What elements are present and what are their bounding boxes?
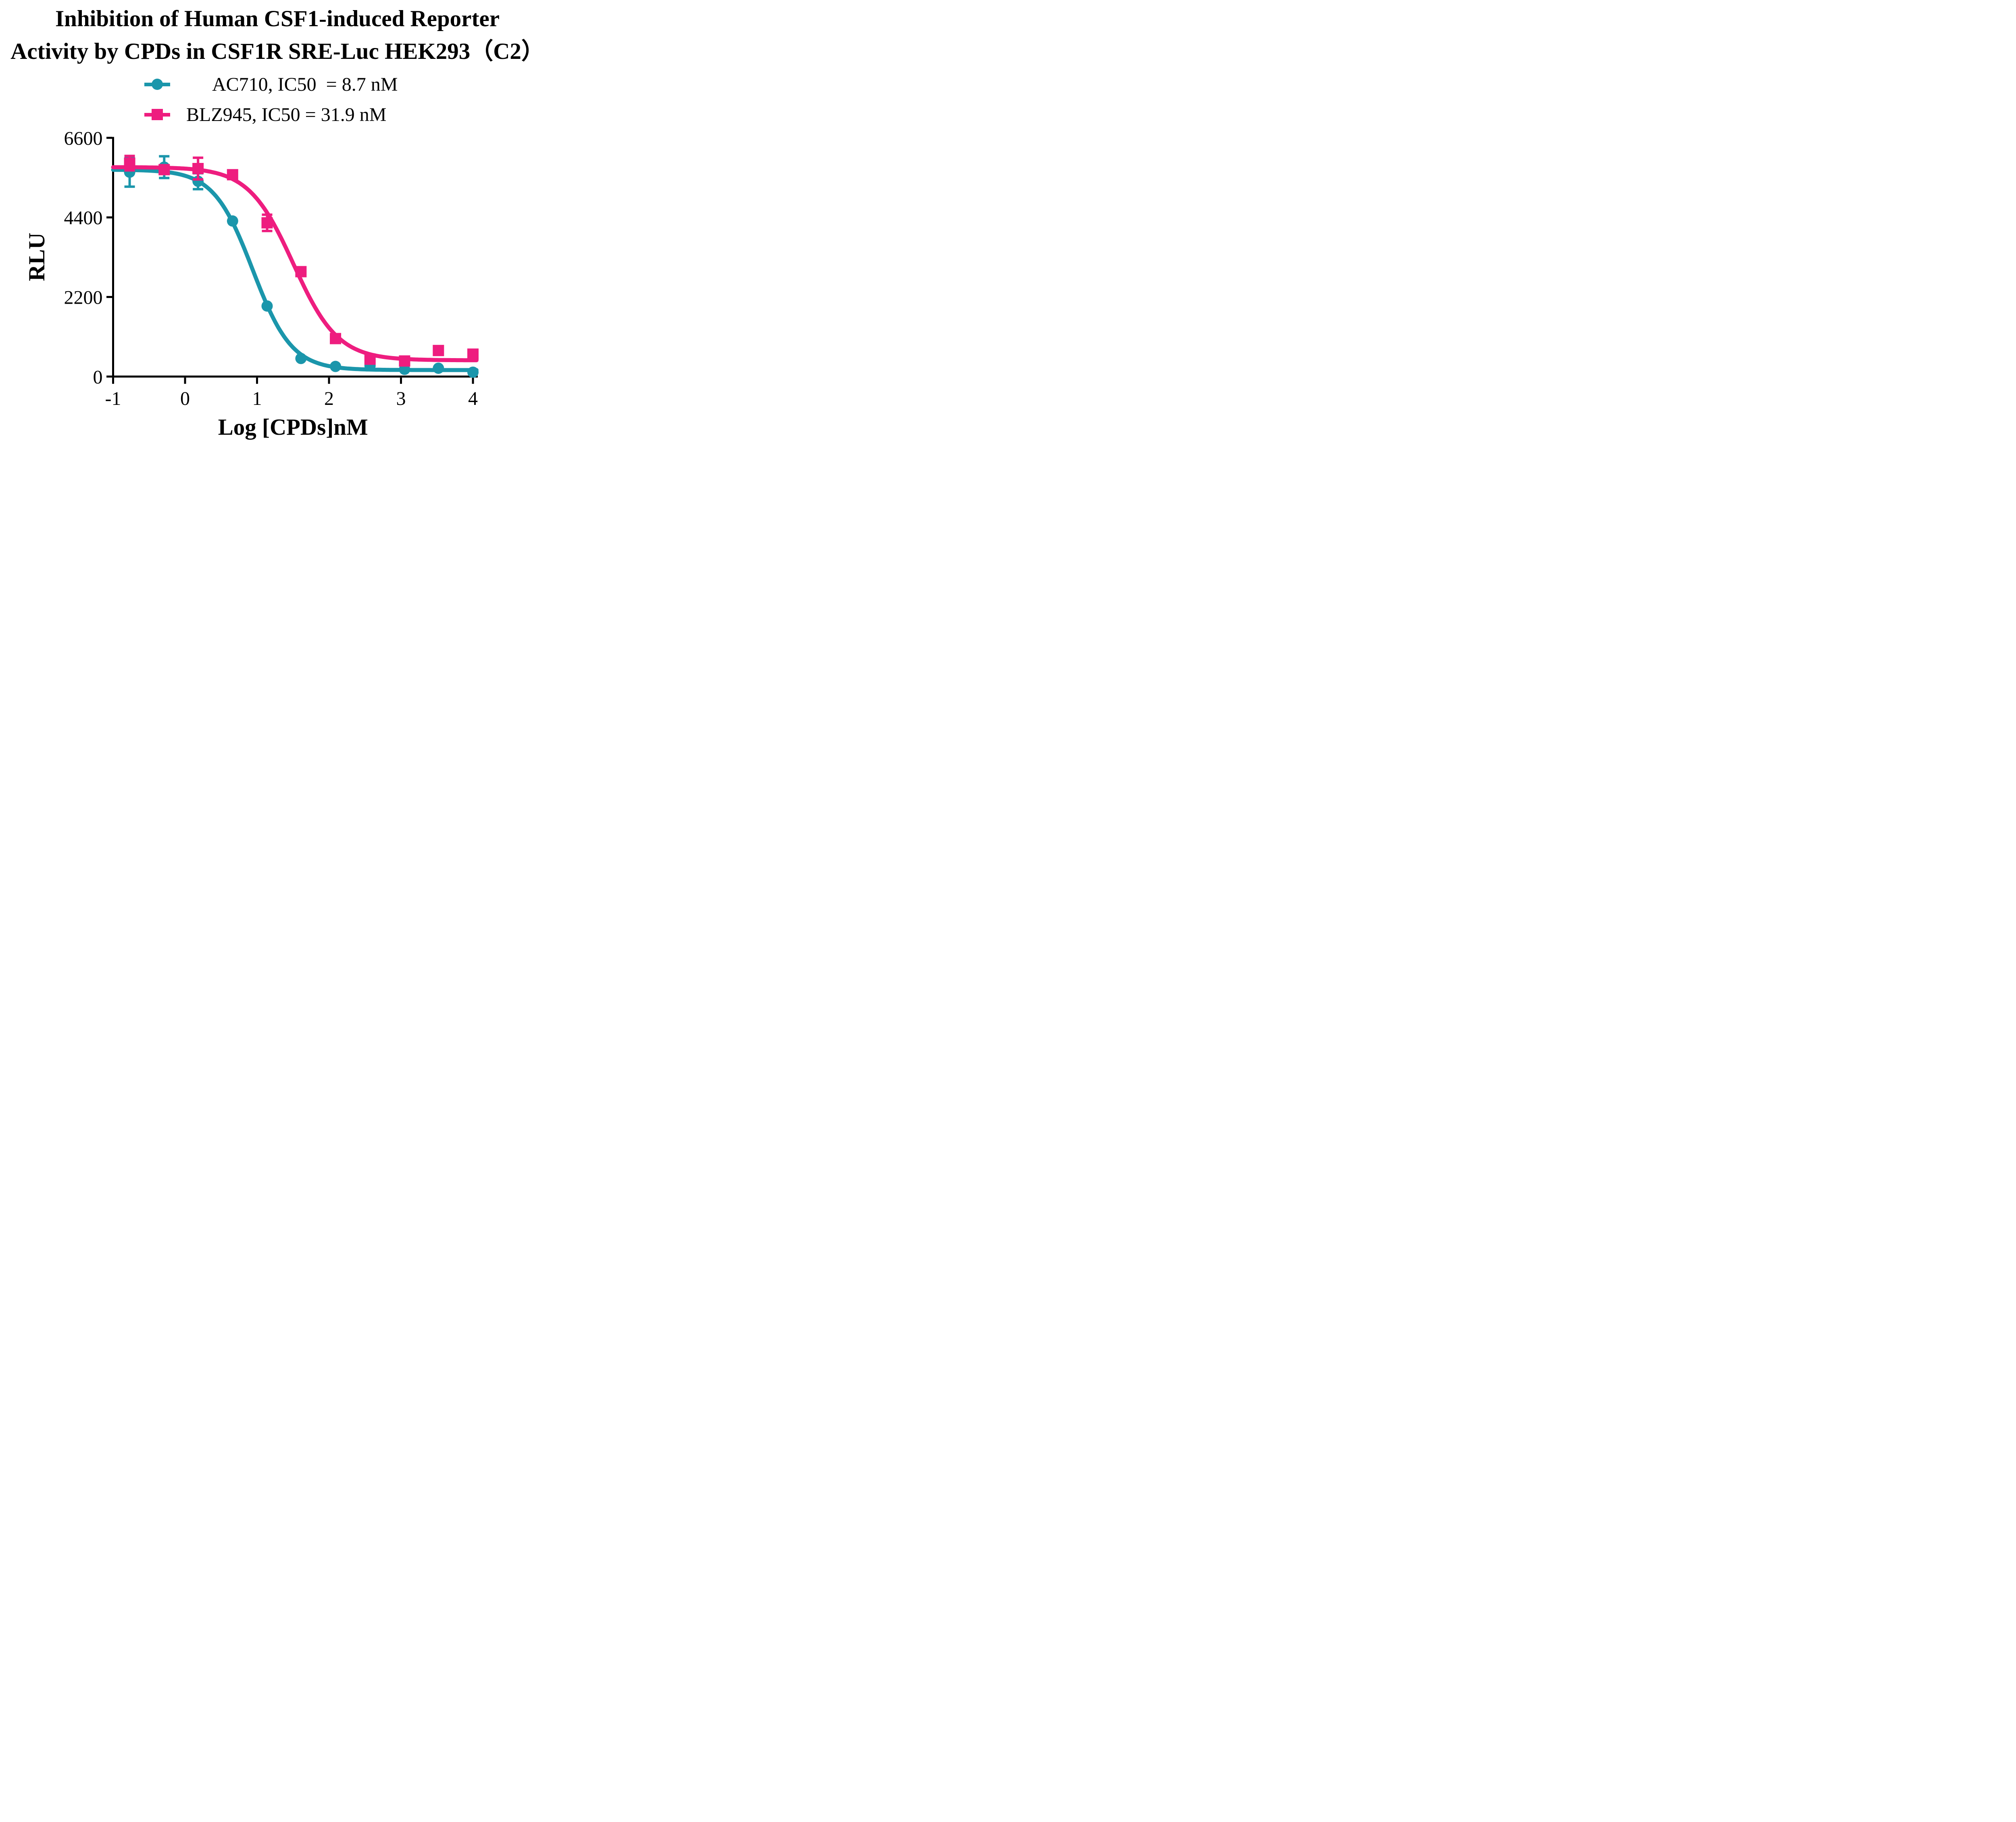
data-point-square bbox=[399, 355, 410, 367]
data-point-square bbox=[467, 348, 479, 360]
legend-item-blz945: BLZ945, IC50 = 31.9 nM bbox=[144, 104, 398, 125]
x-tick-label: 1 bbox=[252, 388, 262, 409]
data-point-circle bbox=[330, 361, 342, 372]
square-marker-icon bbox=[152, 109, 163, 120]
y-tick-label: 6600 bbox=[64, 128, 103, 149]
legend-label: AC710, IC50 = 8.7 nM bbox=[212, 73, 398, 95]
data-point-square bbox=[158, 164, 170, 175]
data-point-square bbox=[192, 163, 204, 174]
x-tick-label: 0 bbox=[180, 388, 190, 409]
legend: AC710, IC50 = 8.7 nM BLZ945, IC50 = 31.9… bbox=[144, 74, 398, 125]
data-point-circle bbox=[433, 363, 444, 374]
x-tick-label: 3 bbox=[396, 388, 406, 409]
data-point-square bbox=[433, 345, 444, 356]
data-point-square bbox=[364, 353, 376, 365]
data-point-circle bbox=[467, 366, 479, 378]
circle-marker-icon bbox=[152, 79, 163, 90]
legend-label: BLZ945, IC50 = 31.9 nM bbox=[186, 104, 387, 125]
data-point-square bbox=[124, 157, 135, 169]
data-point-square bbox=[295, 266, 307, 277]
data-point-square bbox=[227, 169, 238, 181]
fit-curve bbox=[111, 165, 479, 363]
chart-title: Inhibition of Human CSF1-induced Reporte… bbox=[0, 2, 555, 68]
data-point-circle bbox=[295, 352, 307, 364]
legend-marker-square-icon bbox=[144, 108, 170, 121]
legend-item-ac710: AC710, IC50 = 8.7 nM bbox=[144, 74, 398, 95]
data-point-square bbox=[261, 217, 273, 229]
y-tick-label: 0 bbox=[93, 367, 103, 388]
legend-marker-circle-icon bbox=[144, 78, 170, 91]
y-tick-label: 4400 bbox=[64, 207, 103, 229]
data-point-circle bbox=[261, 300, 273, 312]
x-tick-label: 4 bbox=[468, 388, 478, 409]
x-tick-label: 2 bbox=[324, 388, 334, 409]
series-blz945 bbox=[111, 154, 479, 367]
fit-curve bbox=[111, 168, 479, 372]
x-axis-label: Log [CPDs]nM bbox=[218, 415, 368, 440]
chart-title-line-1: Inhibition of Human CSF1-induced Reporte… bbox=[55, 6, 500, 31]
y-axis-label: RLU bbox=[24, 233, 50, 281]
data-point-circle bbox=[227, 215, 238, 227]
data-point-square bbox=[330, 333, 342, 344]
figure-canvas: Inhibition of Human CSF1-induced Reporte… bbox=[0, 0, 555, 456]
x-tick-label: -1 bbox=[105, 388, 121, 409]
chart-title-line-2: Activity by CPDs in CSF1R SRE-Luc HEK293… bbox=[10, 39, 544, 64]
y-tick-label: 2200 bbox=[64, 287, 103, 308]
